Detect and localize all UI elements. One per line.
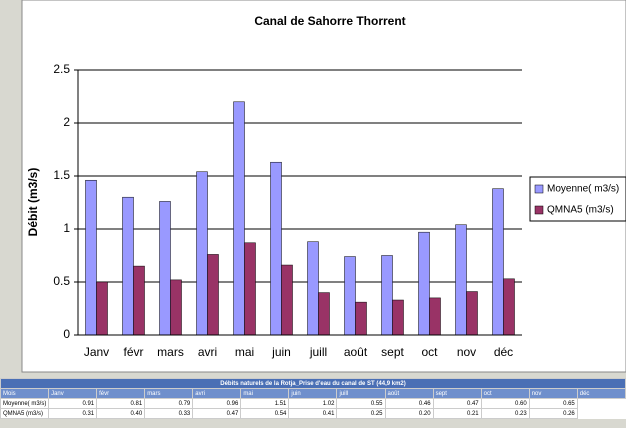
legend-label: Moyenne( m3/s) [547, 184, 619, 195]
y-tick-label: 2 [63, 115, 70, 129]
bar [466, 291, 478, 336]
table-cell: 1.51 [240, 398, 290, 409]
table-cell: 0.65 [528, 398, 578, 409]
x-tick-label: juill [309, 345, 327, 359]
table-cell: 0.46 [384, 398, 434, 409]
table-cell: 0.26 [528, 408, 578, 419]
y-tick-label: 1.5 [53, 168, 70, 182]
table-row: Moyenne( m3/s) 0.91 0.81 0.79 0.96 1.51 1.02 0.… [0, 398, 626, 409]
x-tick-label: févr [123, 345, 143, 359]
data-table: Débits naturels de la Rotja_Prise d'eau … [0, 378, 626, 419]
bar [159, 201, 171, 336]
table-cell: 0.47 [192, 408, 242, 419]
table-cell: 0.96 [192, 398, 242, 409]
table-cell: 0.20 [384, 408, 434, 419]
table-cell: 0.60 [480, 398, 530, 409]
bar [244, 242, 256, 336]
table-cell: sept [432, 388, 482, 399]
x-tick-label: août [344, 345, 368, 359]
table-cell: févr [96, 388, 146, 399]
bar [429, 297, 441, 336]
y-tick-label: 1 [63, 221, 70, 235]
legend-swatch [534, 184, 544, 194]
table-cell: 0.54 [240, 408, 290, 419]
legend [529, 176, 626, 222]
table-cell: oct [480, 388, 530, 399]
bar [96, 281, 108, 336]
y-tick-label: 2.5 [53, 62, 70, 76]
x-tick-label: oct [421, 345, 438, 359]
table-cell: 0.55 [336, 398, 386, 409]
bar [492, 188, 504, 336]
table-cell: mai [240, 388, 290, 399]
y-tick-label: 0.5 [53, 274, 70, 288]
chart: Canal de Sahorre Thorrent Débit (m3/s) 0… [21, 0, 626, 373]
bar [344, 256, 356, 336]
y-tick-label: 0 [63, 327, 70, 341]
y-axis-label: Débit (m3/s) [26, 168, 40, 237]
table-cell: juill [336, 388, 386, 399]
table-row: QMNA5 (m3/s) 0.31 0.40 0.33 0.47 0.54 0.41 0.25… [0, 408, 626, 419]
bar [318, 292, 330, 336]
bar [133, 265, 145, 336]
table-cell: 0.81 [96, 398, 146, 409]
table-cell: Janv [48, 388, 98, 399]
legend-swatch [534, 205, 544, 215]
bar [170, 279, 182, 336]
table-cell: 0.23 [480, 408, 530, 419]
table-cell: Débits naturels de la Rotja_Prise d'eau … [0, 378, 626, 389]
table-cell: 0.91 [48, 398, 98, 409]
bar [418, 231, 430, 336]
bar [355, 301, 367, 336]
table-row: Débits naturels de la Rotja_Prise d'eau … [0, 378, 626, 389]
bar [307, 241, 319, 336]
table-cell: nov [528, 388, 578, 399]
bar [122, 196, 134, 336]
x-tick-label: Janv [84, 345, 109, 359]
x-tick-label: sept [381, 345, 404, 359]
bar [196, 171, 208, 336]
x-tick-label: déc [494, 345, 513, 359]
table-cell: QMNA5 (m3/s) [0, 408, 50, 419]
table-row: Mois Janv févr mars avri mai juin juill août sept… [0, 388, 626, 399]
table-cell: 0.41 [288, 408, 338, 419]
table-cell: mars [144, 388, 194, 399]
x-tick-label: avri [198, 345, 217, 359]
x-tick-label: mai [235, 345, 254, 359]
table-cell: 0.25 [336, 408, 386, 419]
bar [503, 278, 515, 336]
table-cell: déc [576, 388, 626, 399]
table-cell: 0.47 [432, 398, 482, 409]
bar [233, 101, 245, 336]
table-cell: 1.02 [288, 398, 338, 409]
legend-label: QMNA5 (m3/s) [547, 205, 614, 216]
table-cell: 0.33 [144, 408, 194, 419]
table-cell: 0.40 [96, 408, 146, 419]
x-tick-label: mars [157, 345, 184, 359]
table-cell: août [384, 388, 434, 399]
table-cell: Moyenne( m3/s) [0, 398, 50, 409]
bar [381, 255, 393, 336]
bar [281, 264, 293, 336]
chart-title: Canal de Sahorre Thorrent [254, 14, 405, 28]
table-cell: 0.31 [48, 408, 98, 419]
x-tick-label: juin [271, 345, 291, 359]
table-cell: 0.79 [144, 398, 194, 409]
bar [392, 299, 404, 336]
table-cell: avri [192, 388, 242, 399]
bar [455, 224, 467, 336]
bar [85, 179, 97, 336]
bar [207, 254, 219, 336]
table-cell: 0.21 [432, 408, 482, 419]
table-cell: juin [288, 388, 338, 399]
x-tick-label: nov [457, 345, 476, 359]
bar [270, 161, 282, 336]
table-cell: Mois [0, 388, 50, 399]
